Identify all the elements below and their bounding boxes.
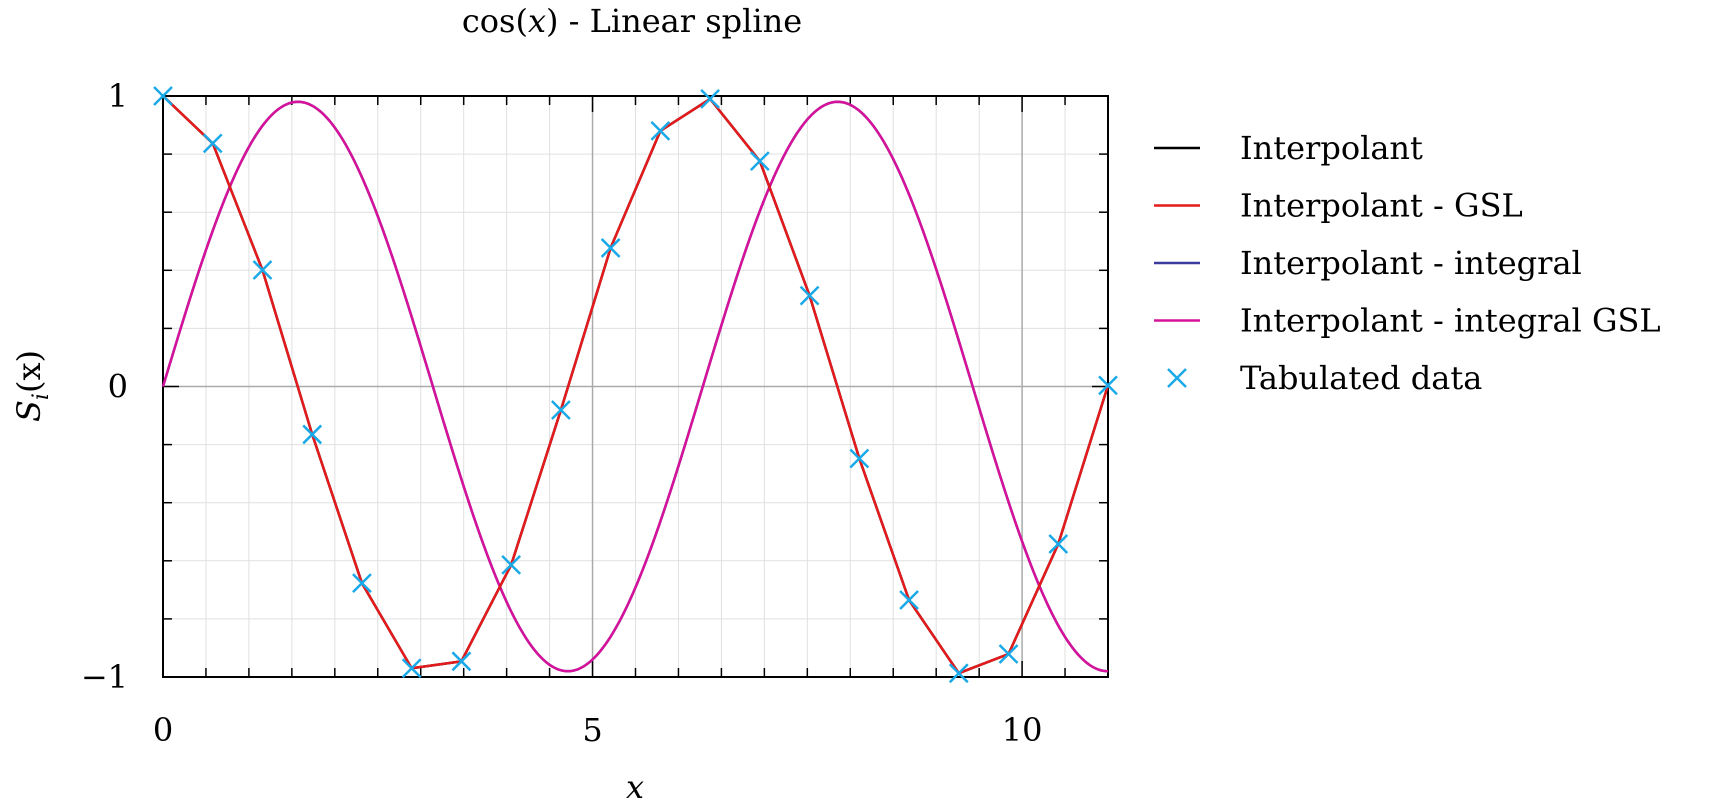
tabulated-point [749,151,770,171]
tabulated-point [1048,534,1069,554]
tabulated-point [451,651,472,672]
tick-labels: 0 5 10 −1 0 1 [81,77,1043,749]
legend: Interpolant Interpolant - GSL Interpolant … [1154,129,1661,397]
grid [163,96,1108,677]
y-tick-label: 0 [108,368,128,406]
tabulated-point [252,260,273,280]
legend-label-interpolant: Interpolant [1240,129,1423,167]
y-tick-label: 1 [108,77,128,115]
tabulated-point [899,590,919,610]
legend-label-integral: Interpolant - integral [1240,244,1582,282]
tabulated-point [948,663,969,684]
tabulated-point [352,573,372,594]
tabulated-point [153,86,173,106]
tabulated-point [650,120,671,141]
x-tick-label: 5 [582,711,602,749]
series-interpolant-gsl-line [162,95,1110,675]
tabulated-point [302,424,323,445]
tabulated-point [700,89,720,109]
tabulated-markers [153,86,1118,684]
tabulated-point [1098,375,1118,396]
legend-label-interpolant_gsl: Interpolant - GSL [1240,187,1523,225]
chart-title: cos(x) - Linear spline [462,2,802,40]
x-tick-label: 0 [153,711,173,749]
tabulated-point [799,285,820,306]
tabulated-point [202,133,223,154]
tabulated-point [551,400,571,420]
x-axis-label: x [626,768,644,803]
legend-label-tabulated: Tabulated data [1240,359,1482,397]
tabulated-point [501,554,522,575]
series-integral-gsl-line [161,100,1109,673]
tabulated-point [849,448,870,469]
x-tick-label: 10 [1002,711,1043,749]
curves [161,95,1110,675]
tabulated-point [401,658,422,679]
legend-swatch-tabulated [1167,368,1187,388]
tabulated-point [600,238,621,258]
y-tick-label: −1 [81,658,128,696]
tabulated-point [998,644,1019,664]
legend-label-integral_gsl: Interpolant - integral GSL [1240,302,1661,340]
y-axis-label: Si(x) [10,350,54,422]
